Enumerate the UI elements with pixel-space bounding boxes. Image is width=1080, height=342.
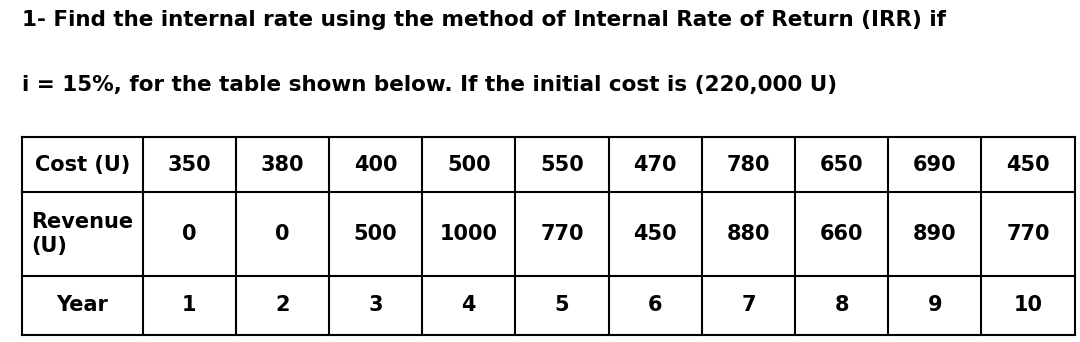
Text: 8: 8 (835, 295, 849, 315)
Text: 400: 400 (354, 155, 397, 174)
Text: Revenue
(U): Revenue (U) (31, 212, 133, 255)
Text: 470: 470 (634, 155, 677, 174)
Text: 380: 380 (260, 155, 305, 174)
Text: 550: 550 (540, 155, 584, 174)
Text: 7: 7 (741, 295, 756, 315)
Text: 3: 3 (368, 295, 383, 315)
Text: 770: 770 (540, 224, 584, 244)
Text: 1000: 1000 (440, 224, 498, 244)
Text: 10: 10 (1013, 295, 1042, 315)
Text: 890: 890 (913, 224, 957, 244)
Text: 1- Find the internal rate using the method of Internal Rate of Return (IRR) if: 1- Find the internal rate using the meth… (22, 10, 946, 30)
Text: 2: 2 (275, 295, 289, 315)
Text: 0: 0 (275, 224, 289, 244)
Text: 5: 5 (555, 295, 569, 315)
Text: 500: 500 (447, 155, 490, 174)
Text: i = 15%, for the table shown below. If the initial cost is (220,000 U): i = 15%, for the table shown below. If t… (22, 75, 837, 95)
Text: 0: 0 (183, 224, 197, 244)
Text: 660: 660 (820, 224, 863, 244)
Text: 770: 770 (1007, 224, 1050, 244)
Text: 450: 450 (634, 224, 677, 244)
Text: Year: Year (56, 295, 108, 315)
Text: 690: 690 (913, 155, 957, 174)
Text: 450: 450 (1007, 155, 1050, 174)
Text: 880: 880 (727, 224, 770, 244)
Text: 350: 350 (167, 155, 211, 174)
Text: 780: 780 (727, 155, 770, 174)
Text: 6: 6 (648, 295, 662, 315)
Text: 650: 650 (820, 155, 863, 174)
Text: Cost (U): Cost (U) (35, 155, 130, 174)
Text: 4: 4 (461, 295, 476, 315)
Text: 500: 500 (354, 224, 397, 244)
Text: 1: 1 (183, 295, 197, 315)
Text: 9: 9 (928, 295, 942, 315)
